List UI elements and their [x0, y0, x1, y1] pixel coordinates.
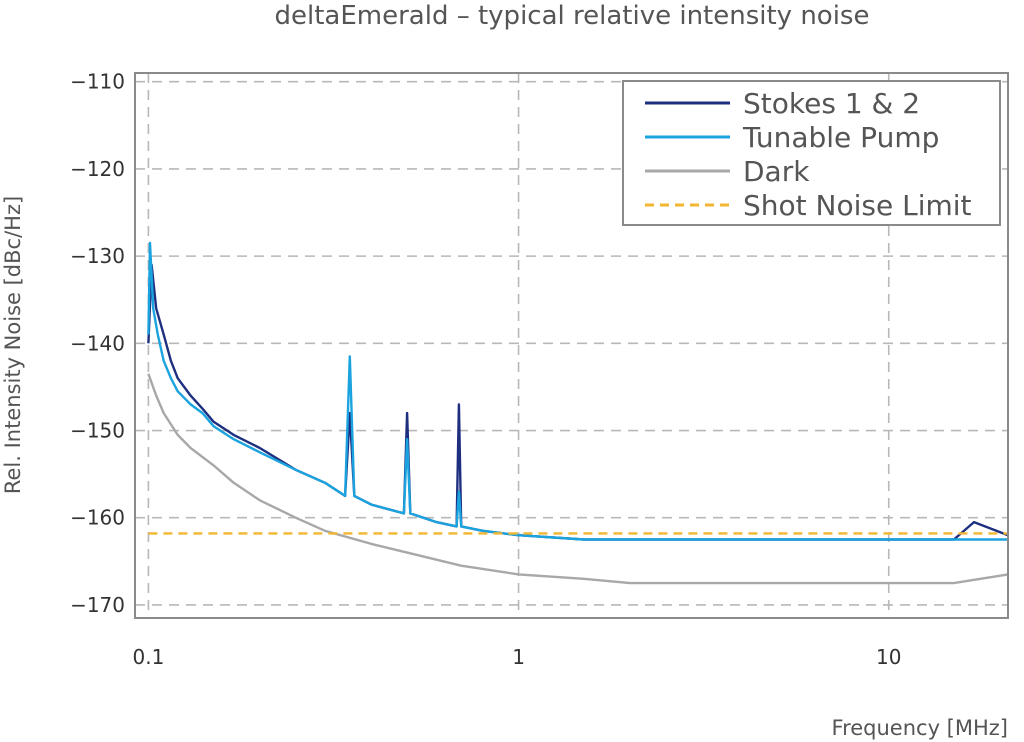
x-axis-label: Frequency [MHz] — [832, 716, 1008, 740]
x-tick-labels: 0.1 1 10 — [132, 645, 901, 669]
y-tick-label: −170 — [70, 593, 125, 617]
y-tick-label: −110 — [70, 70, 125, 94]
x-tick-label: 10 — [876, 645, 901, 669]
y-tick-label: −150 — [70, 419, 125, 443]
legend-box — [622, 80, 1001, 226]
chart-title: deltaEmerald – typical relative intensit… — [275, 1, 870, 31]
y-tick-label: −140 — [70, 331, 125, 355]
legend-label: Tunable Pump — [742, 121, 939, 154]
x-tick-label: 0.1 — [132, 645, 164, 669]
y-axis-label: Rel. Intensity Noise [dBc/Hz] — [1, 196, 25, 494]
legend-label: Dark — [743, 155, 810, 188]
y-tick-labels: −110 −120 −130 −140 −150 −160 −170 — [70, 70, 125, 617]
y-tick-label: −160 — [70, 506, 125, 530]
series-layer — [147, 241, 1009, 585]
y-tick-label: −130 — [70, 244, 125, 268]
legend-label: Shot Noise Limit — [743, 189, 972, 222]
grid — [135, 73, 1008, 618]
series-line — [147, 373, 1009, 585]
plot-frame — [134, 72, 1009, 619]
x-tick-label: 1 — [512, 645, 525, 669]
legend-label: Stokes 1 & 2 — [743, 87, 920, 120]
y-tick-label: −120 — [70, 157, 125, 181]
series-line — [147, 263, 1009, 541]
series-line — [147, 241, 1008, 541]
